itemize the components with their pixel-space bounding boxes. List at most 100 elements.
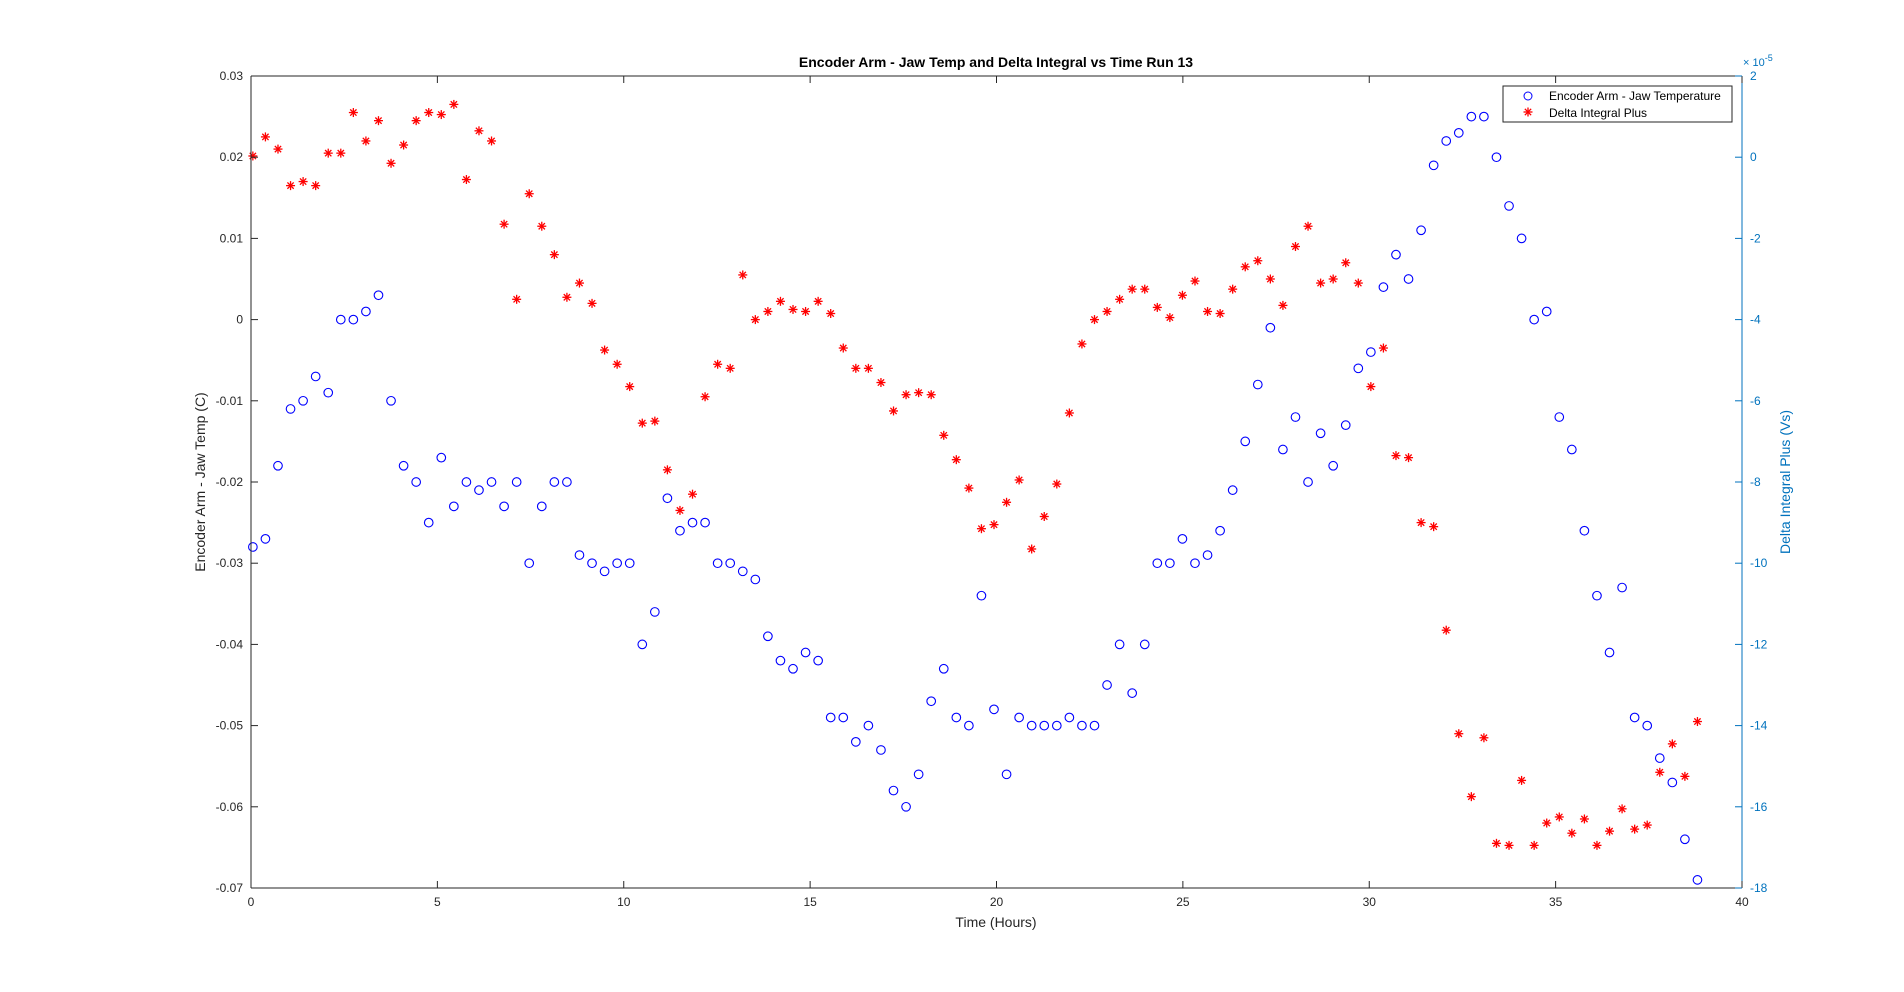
delta-integral-point (311, 181, 321, 191)
delta-integral-point (1655, 767, 1665, 777)
delta-integral-point (763, 306, 773, 316)
temperature-point (1391, 249, 1401, 260)
y-tick-label-left: 0.03 (220, 69, 244, 83)
temperature-point (411, 477, 422, 487)
delta-integral-point (688, 489, 698, 499)
temperature-point (1353, 363, 1364, 374)
temperature-point (1504, 201, 1514, 211)
delta-integral-point (1554, 812, 1564, 822)
temperature-point (662, 493, 673, 504)
delta-integral-point (1127, 284, 1137, 294)
delta-integral-point (1617, 804, 1627, 814)
delta-integral-point (964, 483, 974, 493)
temperature-point (1340, 420, 1351, 431)
exponent-base: × 10 (1743, 57, 1765, 69)
delta-integral-point (512, 294, 522, 304)
delta-integral-point (1152, 302, 1162, 312)
temperature-point (649, 607, 660, 617)
delta-integral-point (386, 158, 396, 168)
temperature-point (938, 663, 949, 674)
delta-integral-point (1341, 258, 1351, 268)
temperature-point (1290, 412, 1301, 422)
delta-integral-point (600, 345, 610, 355)
temperature-point (587, 558, 597, 569)
y-tick-label-right: -4 (1750, 313, 1761, 327)
delta-integral-point (1102, 306, 1112, 316)
temperature-point (248, 542, 258, 552)
delta-integral-point (487, 136, 497, 146)
delta-integral-point (1052, 479, 1062, 489)
delta-integral-point (1466, 792, 1476, 802)
temperature-point (687, 517, 698, 528)
delta-integral-point (801, 306, 811, 316)
temperature-point (549, 477, 560, 487)
temperature-point (637, 639, 648, 650)
temperature-point (712, 558, 723, 569)
delta-integral-point (1215, 309, 1225, 319)
delta-integral-point (424, 108, 434, 118)
y-tick-label-right: -6 (1750, 394, 1761, 408)
x-tick-label: 35 (1549, 895, 1563, 909)
delta-integral-point (1027, 544, 1037, 554)
delta-integral-point (1479, 733, 1489, 743)
x-tick-label: 40 (1735, 895, 1749, 909)
delta-integral-point (901, 390, 911, 400)
delta-integral-point (1517, 775, 1527, 785)
temperature-point (1642, 720, 1653, 731)
legend-asterisk (1523, 107, 1533, 117)
delta-integral-point (1391, 451, 1401, 461)
temperature-point (1127, 688, 1138, 698)
delta-integral-point (1203, 306, 1213, 316)
y-tick-label-right: -14 (1750, 719, 1768, 733)
temperature-point (1077, 720, 1087, 731)
delta-integral-point (587, 298, 597, 308)
delta-integral-point (725, 363, 735, 373)
temperature-point (800, 647, 811, 658)
delta-integral-point (574, 278, 584, 288)
temperature-point (323, 387, 334, 398)
delta-integral-point (273, 144, 283, 154)
x-tick-label: 25 (1176, 895, 1190, 909)
y-tick-label-right: -8 (1750, 475, 1761, 489)
temperature-point (1566, 444, 1577, 455)
temperature-point (1579, 525, 1590, 536)
temperature-point (260, 533, 271, 544)
temperature-point (737, 566, 748, 577)
delta-integral-point (1404, 453, 1414, 463)
delta-integral-point (298, 177, 308, 187)
temperature-point (1617, 582, 1627, 593)
delta-integral-point (1064, 408, 1074, 418)
delta-integral-point (286, 181, 296, 191)
temperature-point (474, 485, 484, 495)
y-tick-label-right: -18 (1750, 881, 1768, 895)
delta-integral-point (1579, 814, 1589, 824)
temperature-point (1014, 712, 1024, 723)
legend-box (1502, 85, 1733, 123)
temperature-point (511, 477, 522, 487)
temperature-point (335, 314, 346, 325)
y-tick-label-left: -0.01 (216, 394, 244, 408)
temperature-point (1328, 460, 1339, 471)
legend[interactable]: Encoder Arm - Jaw Temperature Delta Inte… (1502, 85, 1733, 123)
delta-integral-point (675, 505, 685, 515)
delta-integral-point (1454, 729, 1464, 739)
temperature-point (825, 712, 836, 723)
temperature-point (725, 558, 736, 569)
delta-integral-point (361, 136, 371, 146)
temperature-point (1278, 444, 1288, 455)
delta-integral-point (1328, 274, 1338, 284)
temperature-point (1466, 111, 1477, 122)
y-tick-label-left: -0.06 (216, 800, 244, 814)
temperature-point (423, 517, 434, 528)
temperature-point (499, 501, 509, 512)
delta-integral-point (876, 378, 886, 388)
legend-circle-marker-icon (1523, 91, 1533, 101)
temperature-point (1114, 639, 1125, 650)
temperature-point (1604, 647, 1615, 658)
temperature-point (436, 452, 447, 463)
delta-integral-point (1177, 290, 1187, 300)
delta-integral-point (1278, 300, 1288, 310)
delta-integral-point (1504, 840, 1514, 850)
x-tick-label: 0 (248, 895, 255, 909)
